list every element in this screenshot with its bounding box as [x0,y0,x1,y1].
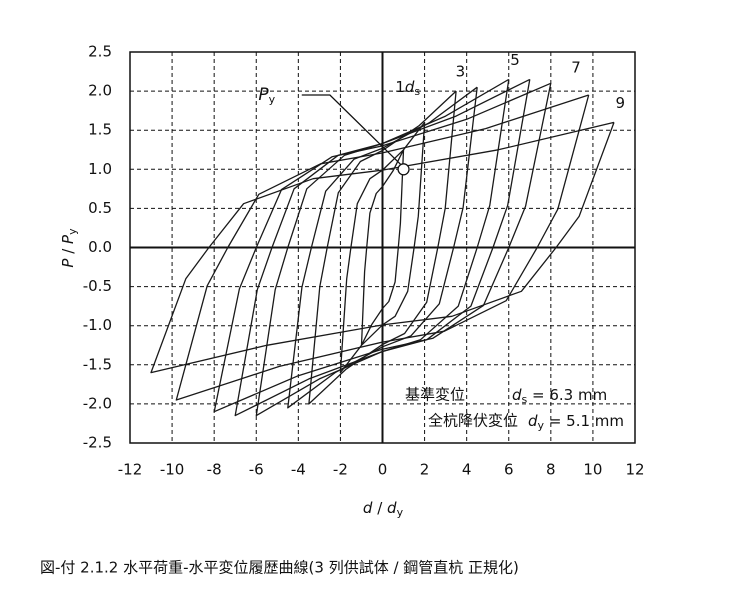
y-tick-label: -0.5 [83,277,112,295]
info-value: ds = 6.3 mm [512,386,607,407]
x-label-sub: y [397,506,404,519]
yield-point [397,163,410,176]
x-label-text: / [372,499,387,517]
y-tick-label: 2.0 [88,82,112,100]
x-tick-label: 0 [378,461,388,479]
y-tick-label: -2.5 [83,434,112,452]
info-text: = 6.3 mm [527,386,607,404]
y-tick-label: 1.5 [88,121,112,139]
y-tick-label: -1.0 [83,316,112,334]
y-tick-label: -1.5 [83,355,112,373]
x-tick-label: 12 [625,461,644,479]
y-label-text: / [59,244,77,259]
info-sub: s [522,393,528,406]
hysteresis-loop [234,78,531,417]
loop-annotation: 5 [510,50,520,68]
y-axis-label: P / Py [59,228,80,268]
annotation-text: 3 [456,62,466,80]
x-tick-label: 10 [583,461,602,479]
y-label-sub: y [66,228,79,235]
y-tick-label: 0.5 [88,199,112,217]
info-symbol: d [528,412,538,430]
annotation-text: 7 [571,58,581,76]
x-tick-label: -6 [249,461,264,479]
yield-symbol: P [258,85,269,105]
caption: 図-付 2.1.2 水平荷重-水平変位履歴曲線(3 列供試体 / 鋼管直杭 正規… [40,559,519,577]
y-tick-label: 0.0 [88,238,112,256]
x-tick-label: -4 [291,461,306,479]
info-sub: y [538,419,545,432]
info-label: 全杭降伏変位 [428,412,518,430]
hysteresis-loop [150,121,615,374]
y-tick-label: -2.0 [83,394,112,412]
yield-sub: y [269,93,276,106]
x-axis-label: d / dy [363,499,404,520]
annotation-symbol: d [405,78,415,96]
hysteresis-loop [287,86,478,409]
annotation-text: 5 [510,50,520,68]
info-label: 基準変位 [405,386,465,404]
x-tick-label: -12 [118,461,143,479]
hysteresis-loop [175,94,590,401]
loop-annotation: 3 [456,62,466,80]
hysteresis-loop [339,122,426,374]
loop-annotation: 7 [571,58,581,76]
x-label-symbol: d [387,499,397,517]
annotation-text: 1 [395,78,405,96]
x-tick-label: 8 [546,461,556,479]
x-tick-label: -10 [160,461,185,479]
x-label-symbol: d [363,499,373,517]
x-tick-label: 2 [420,461,430,479]
y-tick-label: 2.5 [88,43,112,61]
loop-annotation: 9 [615,93,625,111]
info-symbol: d [512,386,522,404]
info-value: dy = 5.1 mm [528,412,624,433]
x-tick-label: 6 [504,461,514,479]
y-label-symbol: P [59,234,77,244]
y-tick-label: 1.0 [88,160,112,178]
yield-label: Py [258,85,275,106]
info-text: = 5.1 mm [544,412,624,430]
x-tick-label: -8 [207,461,222,479]
leader-line [301,94,401,165]
annotation-text: 9 [615,93,625,111]
x-tick-label: -2 [333,461,348,479]
annotation-sub: s [414,85,420,98]
x-tick-label: 4 [462,461,472,479]
loop-annotation: 1ds [395,78,420,99]
y-label-symbol: P [59,258,77,268]
hysteresis-loop [213,82,552,413]
